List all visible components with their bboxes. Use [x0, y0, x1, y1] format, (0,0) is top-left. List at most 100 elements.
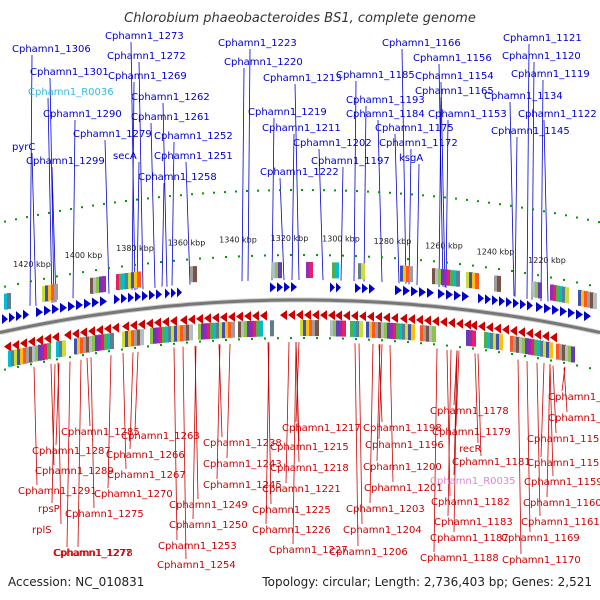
tick-mark [225, 339, 227, 341]
cog-block [256, 320, 260, 337]
tick-mark [103, 202, 105, 205]
cog-block [74, 338, 78, 355]
cog-block [556, 285, 560, 302]
leader-line [104, 139, 110, 294]
leader-line [265, 342, 270, 525]
reverse-gene-arrow [542, 331, 549, 342]
leader-line [340, 166, 344, 281]
reverse-gene-arrow [464, 319, 471, 330]
reverse-gene-arrow [36, 335, 43, 346]
cog-block [538, 282, 542, 299]
cog-block [186, 324, 190, 341]
gene-label: Cphamn1_1287 [32, 446, 111, 457]
leader-line [51, 166, 57, 303]
tick-mark [589, 367, 591, 370]
cog-block [23, 347, 27, 364]
leader-line [66, 361, 71, 548]
forward-gene-arrow [485, 294, 491, 305]
cog-block [359, 321, 363, 338]
kbp-label: 1380 kbp [116, 244, 154, 253]
cog-block [490, 333, 494, 349]
cog-block [110, 333, 114, 349]
gene-label: Cphamn1_1261 [131, 112, 210, 123]
cog-block [137, 271, 141, 288]
leader-line [453, 350, 458, 533]
forward-gene-arrow [527, 300, 533, 311]
tick-mark [290, 254, 292, 256]
reverse-gene-arrow [252, 310, 259, 321]
tick-mark [108, 350, 110, 353]
cog-block [250, 320, 254, 337]
cog-block [47, 343, 51, 360]
cog-block [11, 350, 15, 367]
gene-label: Cphamn1_1165 [415, 86, 494, 97]
forward-gene-arrow [576, 309, 583, 320]
cog-block [162, 326, 166, 343]
forward-gene-arrow [156, 289, 162, 300]
tick-mark [186, 341, 188, 344]
tick-mark [180, 194, 182, 197]
forward-gene-arrow [438, 288, 445, 299]
gene-label: Cphamn1_1270 [94, 489, 173, 500]
cog-block [189, 324, 193, 341]
reverse-gene-arrow [416, 314, 423, 325]
cog-block [336, 320, 340, 337]
gene-label: Cphamn1_1220 [224, 57, 303, 68]
gene-label: Cphamn1_1250 [169, 520, 248, 531]
tick-mark [212, 339, 214, 342]
tick-mark [121, 265, 123, 268]
leader-line [173, 347, 178, 541]
kbp-label: 1420 kbp [13, 260, 51, 269]
tick-mark [277, 254, 279, 257]
reverse-gene-arrow [328, 310, 335, 321]
tick-mark [15, 218, 17, 221]
cog-block [165, 326, 169, 343]
gene-label: Cphamn1_1245 [203, 480, 282, 491]
cog-block [180, 325, 184, 342]
leader-line [241, 67, 245, 282]
leader-line [526, 361, 531, 533]
cog-block [435, 268, 439, 285]
reverse-gene-arrow [456, 318, 463, 329]
cog-block [238, 321, 242, 338]
tick-mark [472, 264, 474, 267]
tick-mark [498, 268, 500, 271]
leader-line [378, 344, 383, 440]
forward-gene-arrow [52, 304, 59, 315]
gene-label: Cphamn1_1204 [343, 525, 422, 536]
forward-gene-arrow [165, 288, 170, 299]
gene-label: Cphamn1_1169 [501, 533, 580, 544]
gene-label: Cphamn1_R0035 [430, 476, 516, 487]
tick-mark [136, 198, 138, 201]
tick-row-lower [4, 337, 591, 371]
cog-block [581, 290, 585, 307]
cog-block [125, 331, 129, 347]
gene-label: Cphamn1_1258 [138, 172, 217, 183]
cog-block [549, 342, 553, 359]
cog-block [510, 335, 514, 352]
cog-block [361, 263, 365, 280]
reverse-gene-arrow [424, 315, 431, 326]
gene-label: Cphamn1_1217 [282, 423, 361, 434]
tick-mark [563, 278, 565, 281]
leader-line [477, 353, 482, 457]
cog-block [396, 323, 400, 340]
forward-gene-arrow [76, 300, 83, 311]
cog-block [496, 333, 500, 350]
leader-line [161, 182, 165, 287]
cog-block [156, 327, 160, 344]
tick-mark [199, 340, 201, 343]
cog-block [193, 266, 197, 283]
cog-block [56, 341, 60, 358]
tick-mark [92, 204, 94, 207]
forward-gene-arrow [44, 305, 51, 316]
cog-block [487, 332, 491, 349]
forward-gene-arrow [114, 294, 120, 305]
tick-mark [186, 258, 188, 261]
leader-line [455, 350, 460, 427]
forward-gene-arrow [552, 304, 559, 315]
forward-gene-arrow [520, 299, 526, 310]
tick-mark [394, 257, 396, 260]
tick-mark [554, 212, 556, 215]
cog-block [116, 274, 120, 291]
